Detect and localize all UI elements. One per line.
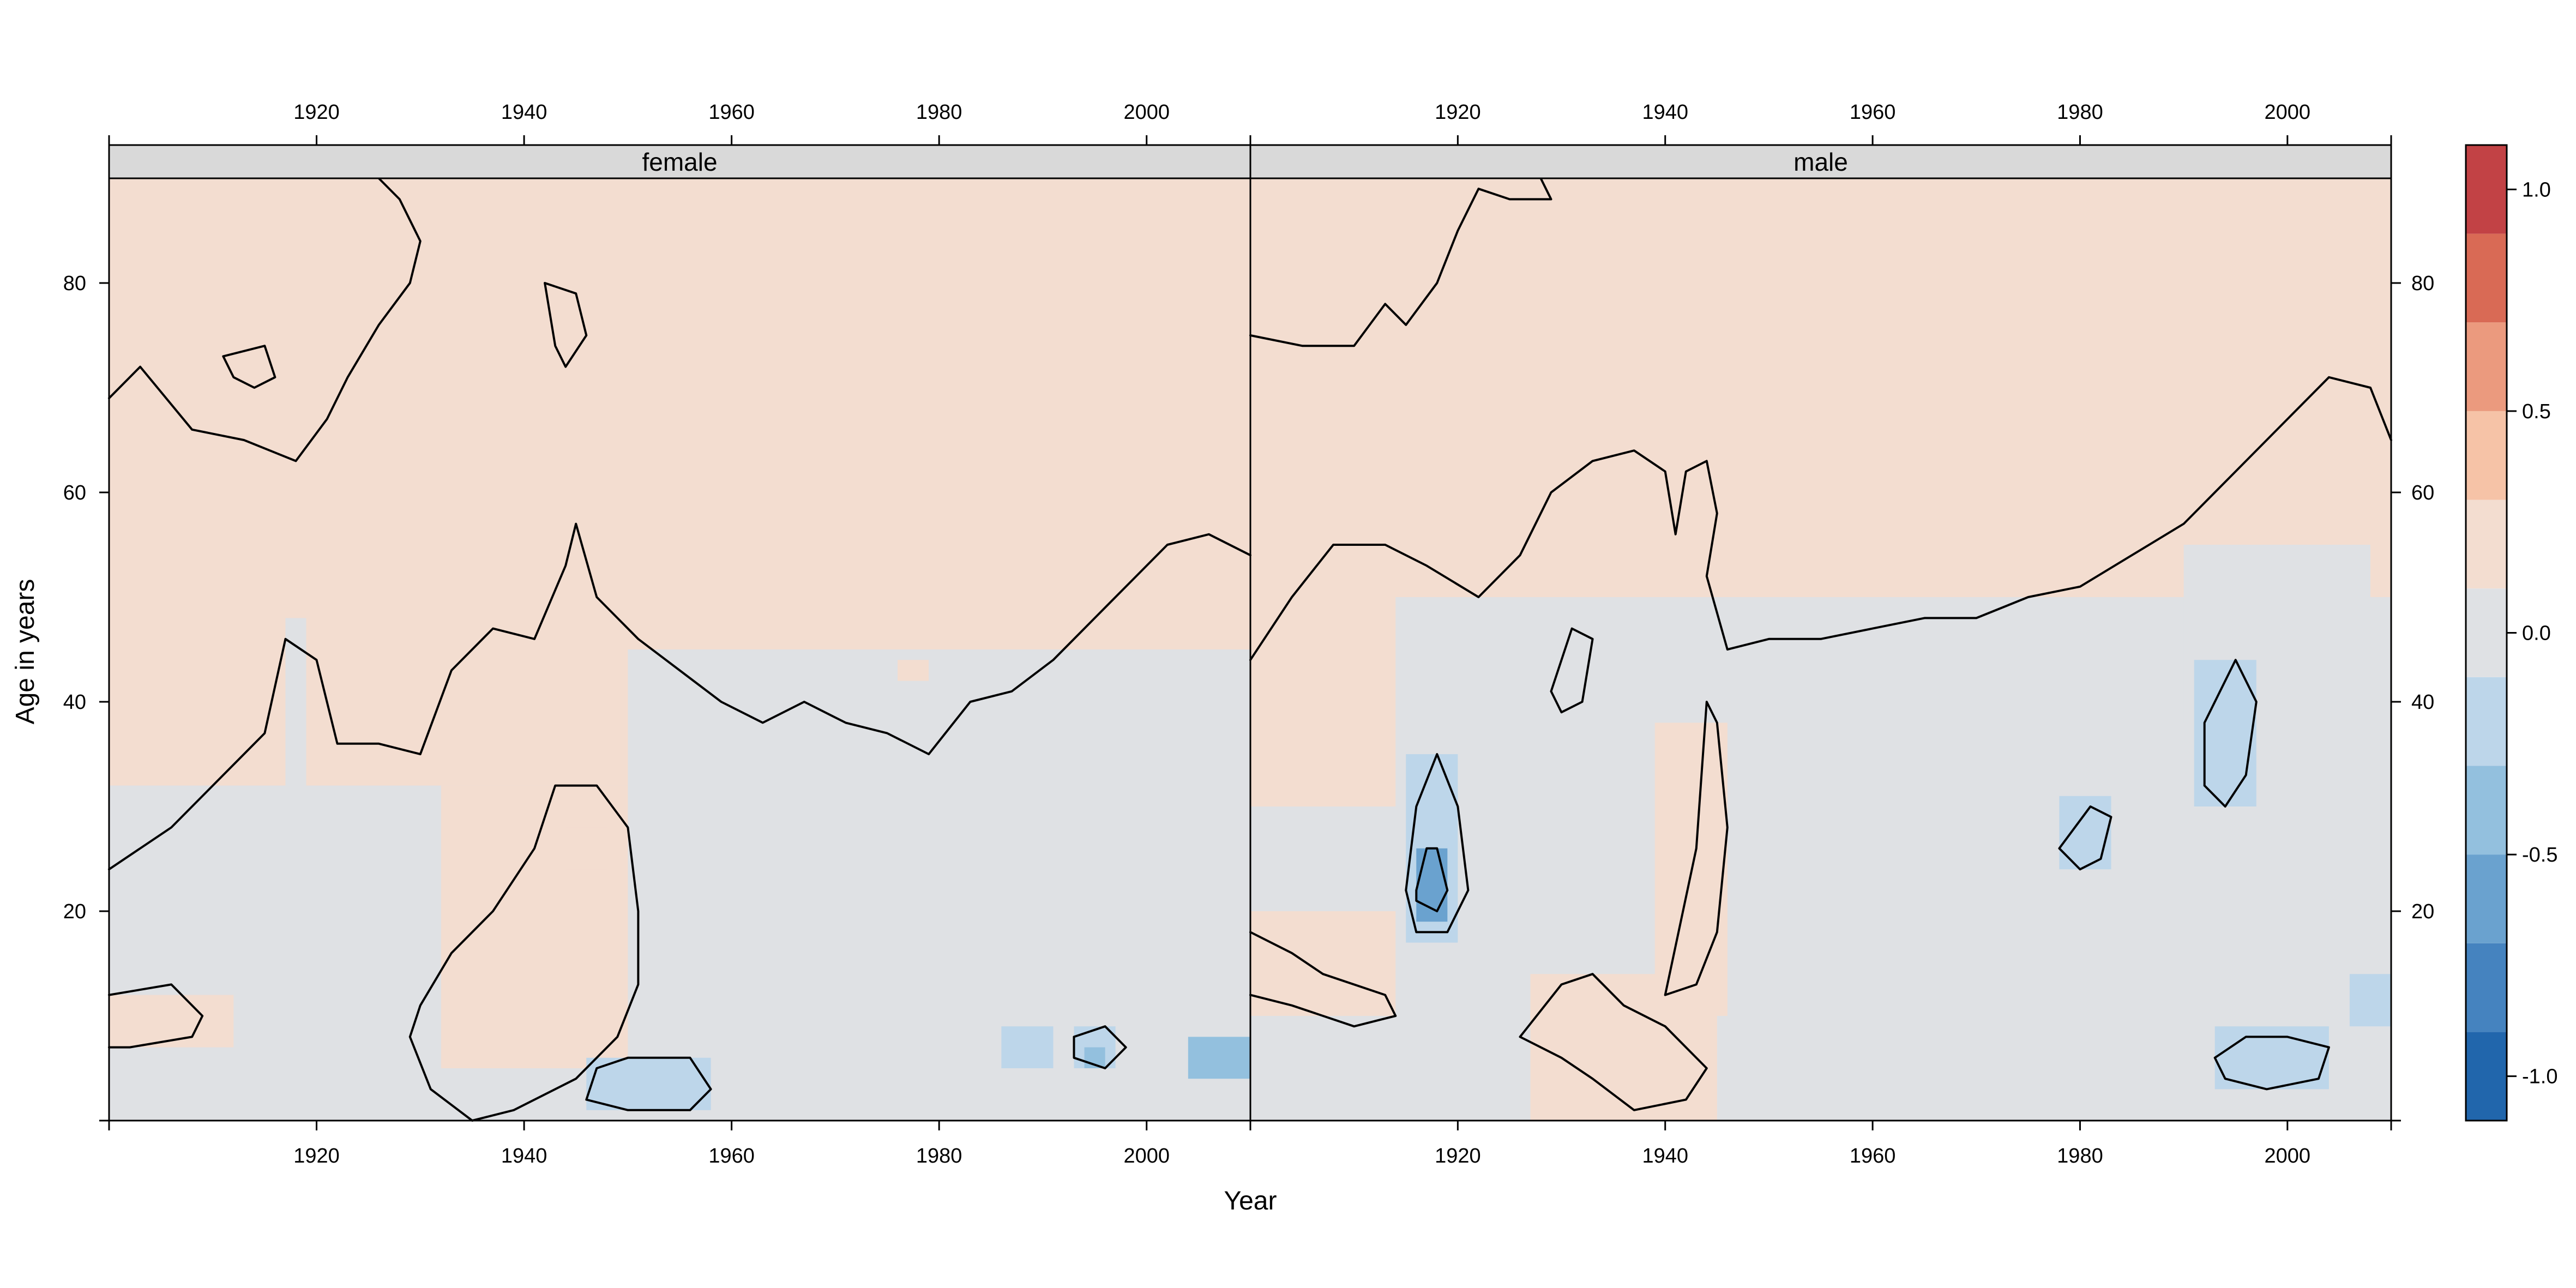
x-tick-label-bottom-male-1960: 1960	[1850, 1145, 1896, 1167]
y-tick-label-right-40: 40	[2411, 691, 2434, 714]
y-tick-label-left-80: 80	[63, 272, 86, 295]
contour-line-female-1	[108, 522, 1251, 871]
heatmap-cell-female-10	[1001, 1026, 1054, 1068]
colorbar: -1.0 -0.5 0.0 0.5 1.0	[2465, 144, 2557, 1122]
heatmap-cell-male-2	[1250, 597, 1396, 806]
x-tick-label-top-male-1940: 1940	[1642, 101, 1688, 124]
heatmap-layer	[109, 178, 2391, 1121]
y-tick-label-left-60: 60	[63, 482, 86, 504]
contour-line-male-0	[1249, 177, 1552, 347]
heatmap-cell-female-9	[586, 1057, 711, 1110]
contour-line-male-9	[2213, 1036, 2330, 1091]
x-tick-label-top-female-1940: 1940	[501, 101, 547, 124]
panel-strip-male	[1249, 144, 2392, 179]
colorbar-tick-label-0: -1.0	[2522, 1066, 2557, 1088]
panel-strip-label-male: male	[1793, 148, 1848, 176]
contour-line-female-3	[585, 1056, 712, 1111]
colorbar-tick-label-1: -0.5	[2522, 844, 2557, 866]
contour-layer	[108, 177, 2392, 1122]
colorbar-swatch-5	[2466, 588, 2507, 677]
y-tick-label-left-20: 20	[63, 900, 86, 923]
x-tick-label-top-female-1920: 1920	[293, 101, 340, 124]
x-tick-label-top-female-2000: 2000	[1123, 101, 1170, 124]
heatmap-cell-female-6	[898, 660, 929, 681]
heatmap-cell-female-13	[1188, 1037, 1250, 1079]
y-tick-label-left-40: 40	[63, 691, 86, 714]
heatmap-cell-male-14	[2349, 974, 2391, 1027]
contour-line-male-2	[1405, 753, 1470, 934]
x-tick-label-bottom-female-1940: 1940	[501, 1145, 547, 1167]
colorbar-swatch-0	[2466, 1032, 2507, 1121]
axis-layer: 1920 1920 1940 1940 1960 1960 1980 1980 2000 2000…	[63, 101, 2435, 1167]
colorbar-tick-label-3: 0.5	[2522, 400, 2551, 423]
x-tick-label-bottom-male-1940: 1940	[1642, 1145, 1688, 1167]
y-tick-label-right-60: 60	[2411, 482, 2434, 504]
colorbar-tick-label-4: 1.0	[2522, 178, 2551, 201]
colorbar-tick-label-2: 0.0	[2522, 622, 2551, 645]
contour-line-male-10	[1249, 931, 1397, 1028]
y-tick-label-right-80: 80	[2411, 272, 2434, 295]
colorbar-swatch-3	[2466, 766, 2507, 855]
y-tick-label-right-20: 20	[2411, 900, 2434, 923]
colorbar-swatch-8	[2466, 322, 2507, 411]
y-axis-title: Age in years	[11, 579, 40, 725]
contour-line-male-7	[2203, 659, 2258, 808]
contour-line-male-4	[1550, 627, 1594, 714]
x-tick-label-bottom-male-2000: 2000	[2265, 1145, 2311, 1167]
x-tick-label-top-male-1960: 1960	[1850, 101, 1896, 124]
contour-line-female-4	[108, 983, 204, 1049]
contour-line-male-5	[1664, 701, 1729, 996]
panel-strip-female	[108, 144, 1251, 179]
x-tick-label-top-female-1960: 1960	[708, 101, 755, 124]
contour-line-female-6	[544, 282, 588, 368]
heatmap-cell-female-8	[679, 806, 1250, 1121]
x-tick-label-bottom-male-1980: 1980	[2057, 1145, 2103, 1167]
panel-border-male	[1249, 177, 2392, 1122]
colorbar-swatch-6	[2466, 499, 2507, 589]
x-tick-label-bottom-female-1960: 1960	[708, 1145, 755, 1167]
heatmap-cell-male-15	[1416, 848, 1448, 922]
contour-line-male-1	[1249, 376, 2392, 661]
heatmap-cell-female-2	[109, 649, 628, 786]
x-tick-label-bottom-male-1920: 1920	[1435, 1145, 1481, 1167]
colorbar-swatch-9	[2466, 233, 2507, 323]
contour-line-female-0	[108, 177, 422, 462]
heatmap-cell-female-5	[565, 827, 607, 870]
x-tick-label-bottom-female-1980: 1980	[916, 1145, 962, 1167]
x-tick-label-bottom-female-2000: 2000	[1123, 1145, 1170, 1167]
contour-line-female-2	[408, 784, 640, 1122]
heatmap-cell-female-1	[109, 178, 1250, 649]
colorbar-swatch-1	[2466, 943, 2507, 1032]
contour-line-male-3	[1415, 847, 1449, 912]
contour-line-male-8	[2058, 805, 2112, 871]
contour-line-male-6	[1519, 973, 1708, 1111]
x-tick-label-top-female-1980: 1980	[916, 101, 962, 124]
heatmap-cell-male-3	[1250, 911, 1396, 1016]
x-tick-label-bottom-female-1920: 1920	[293, 1145, 340, 1167]
colorbar-swatch-4	[2466, 677, 2507, 766]
x-axis-title: Year	[1224, 1187, 1277, 1215]
heatmap-cell-female-7	[285, 618, 306, 1121]
panel-strip-label-female: female	[642, 148, 717, 176]
colorbar-swatch-2	[2466, 854, 2507, 943]
contour-line-female-5	[222, 345, 276, 389]
contour-line-female-7	[1073, 1025, 1127, 1069]
frame-layer: female male	[108, 144, 2392, 1122]
heatmap-cell-male-1	[1250, 178, 2391, 597]
colorbar-swatch-7	[2466, 411, 2507, 500]
heatmap-cell-male-12	[2059, 796, 2111, 870]
x-tick-label-top-male-2000: 2000	[2265, 101, 2311, 124]
heatmap-cell-female-3	[109, 995, 234, 1048]
x-tick-label-top-male-1980: 1980	[2057, 101, 2103, 124]
colorbar-swatch-10	[2466, 145, 2507, 234]
x-tick-label-top-male-1920: 1920	[1435, 101, 1481, 124]
